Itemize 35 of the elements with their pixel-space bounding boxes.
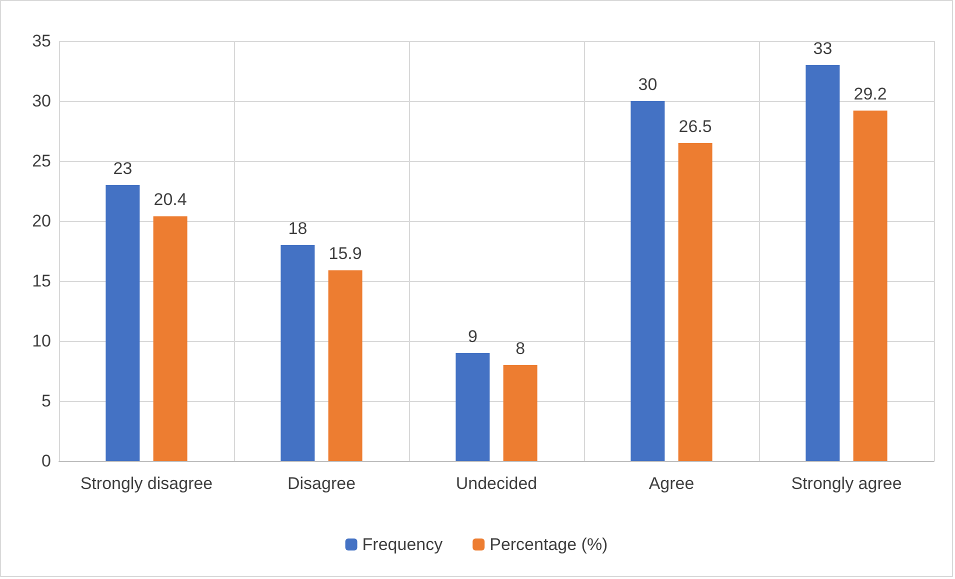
y-tick-label: 5 <box>42 392 51 410</box>
data-label: 15.9 <box>328 244 362 264</box>
bar <box>456 353 490 461</box>
bar <box>630 101 665 461</box>
data-label: 29.2 <box>854 84 887 104</box>
x-tick-label: Disagree <box>287 474 356 493</box>
y-tick-label: 30 <box>32 92 51 110</box>
legend-label: Percentage (%) <box>490 535 608 554</box>
bar <box>853 110 888 461</box>
y-tick-label: 25 <box>32 152 51 170</box>
data-label: 23 <box>113 159 132 178</box>
y-tick-label: 35 <box>32 32 51 50</box>
legend-label: Frequency <box>362 535 444 554</box>
bar <box>106 185 140 461</box>
bar <box>328 270 362 461</box>
data-label: 9 <box>468 327 478 346</box>
x-tick-label: Strongly disagree <box>80 474 213 493</box>
y-tick-label: 20 <box>32 212 51 230</box>
bar <box>503 365 538 461</box>
x-tick-label: Strongly agree <box>791 474 902 493</box>
data-label: 26.5 <box>678 117 712 136</box>
data-label: 18 <box>288 219 308 238</box>
x-tick-label: Agree <box>648 474 694 493</box>
data-label: 30 <box>638 75 658 94</box>
bar <box>153 216 188 461</box>
y-tick-label: 15 <box>32 272 51 290</box>
bar <box>806 65 840 461</box>
y-tick-label: 10 <box>32 332 51 350</box>
data-label: 33 <box>813 39 832 58</box>
bar <box>678 143 712 461</box>
data-label: 20.4 <box>154 190 187 210</box>
x-tick-label: Undecided <box>456 474 538 493</box>
data-label: 8 <box>516 339 526 358</box>
bar <box>280 245 315 461</box>
y-tick-label: 0 <box>42 452 51 470</box>
